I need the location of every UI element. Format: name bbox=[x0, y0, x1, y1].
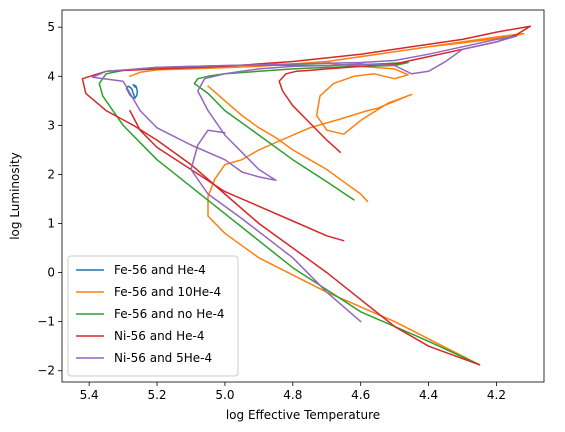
y-tick-label: 1 bbox=[47, 216, 55, 230]
y-tick-label: −1 bbox=[37, 315, 55, 329]
x-tick-label: 4.4 bbox=[419, 388, 438, 402]
y-tick-label: 4 bbox=[47, 69, 55, 83]
legend-label-2: Fe-56 and 10He-4 bbox=[114, 285, 221, 299]
y-tick-label: 0 bbox=[47, 266, 55, 280]
legend: Fe-56 and He-4 Fe-56 and 10He-4 Fe-56 and … bbox=[68, 256, 238, 376]
y-axis-label: log Luminosity bbox=[8, 152, 22, 240]
x-axis: 5.4 5.2 5.0 4.8 4.6 4.4 4.2 bbox=[80, 382, 506, 402]
y-tick-label: 5 bbox=[47, 20, 55, 34]
x-tick-label: 5.2 bbox=[147, 388, 166, 402]
x-tick-label: 4.2 bbox=[487, 388, 506, 402]
x-axis-label: log Effective Temperature bbox=[226, 408, 380, 422]
x-tick-label: 4.8 bbox=[283, 388, 302, 402]
x-tick-label: 5.0 bbox=[215, 388, 234, 402]
y-axis: −2 −1 0 1 2 3 4 5 bbox=[37, 20, 62, 378]
legend-label-3: Fe-56 and no He-4 bbox=[114, 307, 225, 321]
legend-label-4: Ni-56 and He-4 bbox=[114, 329, 205, 343]
y-tick-label: 3 bbox=[47, 118, 55, 132]
y-tick-label: 2 bbox=[47, 167, 55, 181]
y-tick-label: −2 bbox=[37, 364, 55, 378]
legend-label-1: Fe-56 and He-4 bbox=[114, 263, 206, 277]
legend-label-5: Ni-56 and 5He-4 bbox=[114, 351, 212, 365]
x-tick-label: 4.6 bbox=[351, 388, 370, 402]
x-tick-label: 5.4 bbox=[80, 388, 99, 402]
